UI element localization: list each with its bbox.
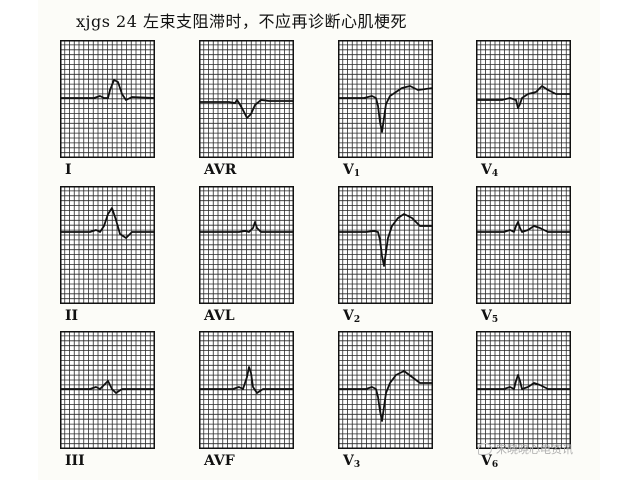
lead-label-text: V [481, 453, 492, 469]
ecg-trace-v4 [476, 85, 571, 109]
lead-label-v1: V1 [343, 162, 360, 179]
ecg-panel-iii [60, 331, 155, 449]
lead-label-v3: V3 [343, 453, 360, 470]
ecg-trace-avl [199, 221, 294, 233]
lead-label-avr: AVR [204, 162, 236, 178]
ecg-trace-iii [60, 380, 155, 394]
lead-label-avl: AVL [204, 308, 235, 324]
ecg-grid-i [60, 40, 155, 158]
watermark: 宋晓晓心电资讯 [478, 441, 573, 457]
ecg-grid-avl [199, 186, 294, 304]
watermark-text: 宋晓晓心电资讯 [496, 443, 573, 456]
ecg-trace-v1 [338, 85, 433, 133]
ecg-panel-avf [199, 331, 294, 449]
lead-label-text: AVR [204, 162, 237, 178]
lead-label-subscript: 2 [353, 315, 361, 325]
ecg-panel-avr [199, 40, 294, 158]
lead-label-text: I [65, 162, 72, 178]
ecg-panel-i [60, 40, 155, 158]
speech-bubble-icon [478, 443, 492, 455]
lead-label-subscript: 6 [491, 460, 499, 470]
lead-label-v6: V6 [481, 453, 498, 470]
lead-label-text: III [65, 453, 85, 469]
panel-border [199, 186, 294, 304]
lead-label-text: V [343, 162, 354, 178]
ecg-trace-v2 [338, 213, 433, 267]
ecg-grid-v5 [476, 186, 571, 304]
ecg-grid-iii [60, 331, 155, 449]
ecg-grid-v6 [476, 331, 571, 449]
lead-label-text: V [343, 453, 354, 469]
panel-border [338, 40, 433, 158]
lead-label-text: V [481, 308, 492, 324]
lead-label-text: II [65, 308, 79, 324]
ecg-trace-v6 [476, 374, 571, 390]
ecg-grid-v3 [338, 331, 433, 449]
ecg-grid-ii [60, 186, 155, 304]
ecg-panel-v3 [338, 331, 433, 449]
ecg-panel-v4 [476, 40, 571, 158]
lead-label-i: I [65, 162, 72, 178]
panel-border [476, 186, 571, 304]
lead-label-subscript: 4 [491, 169, 499, 179]
ecg-trace-avf [199, 366, 294, 394]
ecg-grid-v1 [338, 40, 433, 158]
lead-label-text: AVF [204, 453, 235, 469]
ecg-panel-v5 [476, 186, 571, 304]
page-title: xjgs 24 左束支阻滞时，不应再诊断心肌梗死 [76, 12, 407, 31]
ecg-panel-ii [60, 186, 155, 304]
lead-label-avf: AVF [204, 453, 235, 469]
lead-label-v5: V5 [481, 308, 498, 325]
ecg-panel-avl [199, 186, 294, 304]
lead-label-v4: V4 [481, 162, 498, 179]
lead-label-ii: II [65, 308, 78, 324]
lead-label-subscript: 3 [353, 460, 361, 470]
ecg-grid-v4 [476, 40, 571, 158]
panel-border [338, 331, 433, 449]
lead-label-subscript: 5 [491, 315, 499, 325]
ecg-trace-ii [60, 207, 155, 239]
panel-border [476, 331, 571, 449]
ecg-trace-v3 [338, 370, 433, 422]
ecg-grid-v2 [338, 186, 433, 304]
lead-label-text: V [481, 162, 492, 178]
panel-border [199, 40, 294, 158]
lead-label-iii: III [65, 453, 85, 469]
lead-label-v2: V2 [343, 308, 360, 325]
ecg-panel-v1 [338, 40, 433, 158]
ecg-trace-avr [199, 99, 294, 119]
lead-label-text: AVL [204, 308, 235, 324]
panel-border [199, 331, 294, 449]
ecg-grid-avr [199, 40, 294, 158]
panel-border [338, 186, 433, 304]
panel-border [476, 40, 571, 158]
ecg-panel-v6 [476, 331, 571, 449]
ecg-trace-i [60, 79, 155, 101]
ecg-grid-avf [199, 331, 294, 449]
lead-label-subscript: 1 [353, 169, 361, 179]
panel-border [60, 40, 155, 158]
lead-label-text: V [343, 308, 354, 324]
panel-border [60, 331, 155, 449]
ecg-trace-v5 [476, 221, 571, 233]
ecg-panel-v2 [338, 186, 433, 304]
panel-border [60, 186, 155, 304]
